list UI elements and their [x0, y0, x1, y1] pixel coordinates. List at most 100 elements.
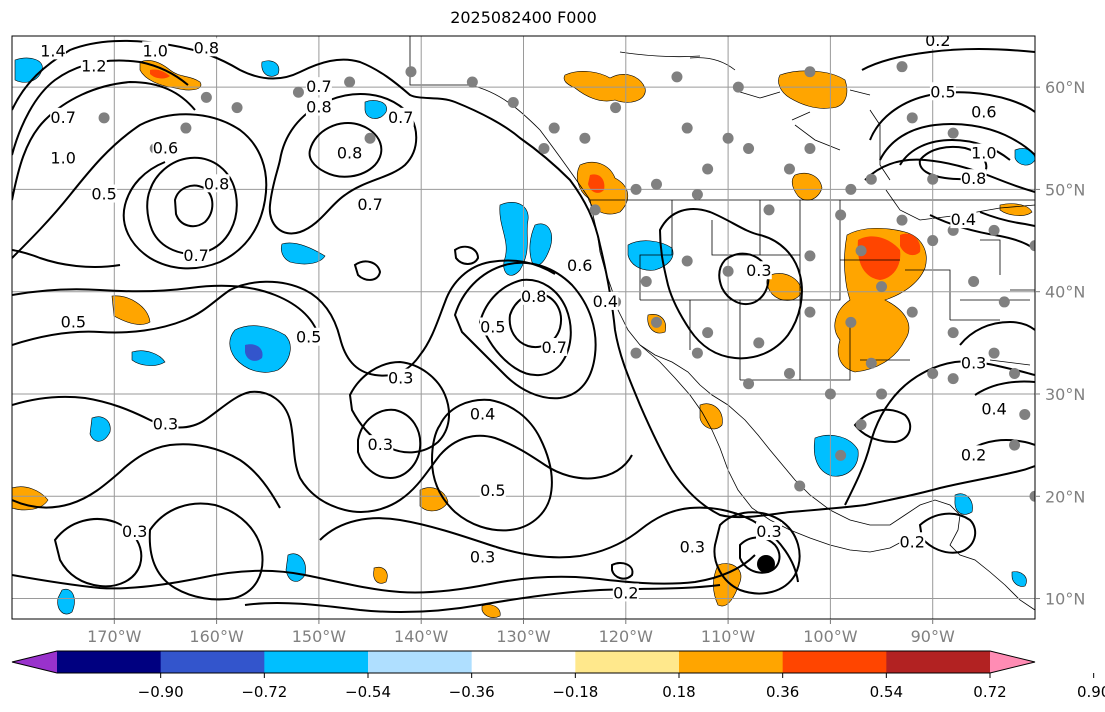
station-dot — [824, 388, 836, 400]
colorbar-outline — [11, 650, 1036, 674]
contour-label: 0.3 — [961, 353, 986, 372]
station-dot — [783, 368, 795, 380]
lon-tick-label: 100°W — [803, 627, 858, 646]
contour-label-bg — [479, 317, 506, 336]
contour-label: 0.3 — [122, 522, 147, 541]
contour-label: 0.8 — [521, 287, 546, 306]
lat-tick-label: 40°N — [1045, 283, 1085, 302]
contour-label-bg — [50, 148, 77, 167]
contour-label-bg — [541, 337, 568, 356]
lon-tick-label: 120°W — [599, 627, 654, 646]
station-dot — [804, 66, 816, 78]
station-dot — [548, 122, 560, 134]
contour-label: 0.5 — [480, 318, 505, 337]
contour-label-bg — [91, 184, 118, 203]
lon-tick-label: 170°W — [87, 627, 142, 646]
colorbar-segment — [886, 651, 991, 673]
contour-label: 0.5 — [91, 185, 116, 204]
station-dot — [876, 388, 888, 400]
station-dot — [835, 449, 847, 461]
station-dot — [865, 173, 877, 185]
station-dot — [579, 132, 591, 144]
station-dot — [681, 122, 693, 134]
lat-tick-label: 20°N — [1045, 487, 1085, 506]
colorbar-tick-label: 0.54 — [870, 683, 903, 701]
lat-tick-label: 50°N — [1045, 180, 1085, 199]
contour-label-bg — [387, 107, 414, 126]
contour-label-bg — [367, 435, 394, 454]
political-boundaries — [409, 36, 1035, 611]
colorbar-tick-label: −0.18 — [552, 683, 598, 701]
lat-tick-label: 60°N — [1045, 78, 1085, 97]
contour-label: 0.3 — [153, 415, 178, 434]
contour-label: 0.3 — [756, 522, 781, 541]
contour-label-bg — [357, 194, 384, 213]
colorbar-tick-label: 0.18 — [662, 683, 695, 701]
station-dot — [1009, 439, 1021, 451]
station-dot — [702, 327, 714, 339]
contour-label-bg — [745, 261, 772, 280]
contour-label: 1.2 — [81, 57, 106, 76]
latitude-labels: 60°N 50°N 40°N 30°N 20°N 10°N — [1035, 78, 1085, 609]
contour-label-bg — [679, 537, 706, 556]
contour-label-bg — [981, 399, 1008, 418]
contour-label-bg — [50, 107, 77, 126]
station-dot — [845, 316, 857, 328]
contour-label: 0.7 — [357, 195, 382, 214]
station-dot — [896, 214, 908, 226]
station-dot — [630, 347, 642, 359]
station-dot — [988, 224, 1000, 236]
contour-label: 0.6 — [153, 139, 178, 158]
station-dot — [722, 132, 734, 144]
contour-label-bg — [305, 97, 332, 116]
station-dot — [671, 71, 683, 83]
station-dot — [466, 76, 478, 88]
lat-tick-label: 10°N — [1045, 590, 1085, 609]
contour-label: 0.3 — [470, 548, 495, 567]
colorbar-segment — [57, 651, 162, 673]
contour-label-bg — [183, 245, 210, 264]
contour-label: 0.2 — [925, 31, 950, 50]
station-markers — [98, 61, 1035, 502]
station-dot — [763, 204, 775, 216]
contour-label-bg — [612, 583, 639, 602]
colorbar-extend-low — [12, 651, 57, 673]
colorbar-tick-label: 0.36 — [766, 683, 799, 701]
contour-label-bg — [970, 102, 997, 121]
station-dot — [947, 327, 959, 339]
lon-tick-label: 130°W — [496, 627, 551, 646]
contour-label-bg — [929, 82, 956, 101]
lon-tick-label: 110°W — [701, 627, 756, 646]
contour-label: 0.3 — [680, 537, 705, 556]
longitude-labels: 170°W 160°W 150°W 140°W 130°W 120°W 110°W 100°W… — [87, 619, 955, 646]
station-dot — [702, 163, 714, 175]
station-dot — [783, 163, 795, 175]
station-dot — [180, 122, 192, 134]
station-dot — [998, 296, 1010, 308]
contour-label-bg — [960, 169, 987, 188]
station-dot — [1029, 240, 1035, 252]
contour-label: 0.7 — [306, 77, 331, 96]
station-dot — [538, 143, 550, 155]
contour-label-bg — [520, 286, 547, 305]
station-dot — [906, 112, 918, 124]
contour-label-bg — [336, 143, 363, 162]
contour-label-bg — [121, 522, 148, 541]
contour-label: 1.0 — [50, 149, 75, 168]
station-dot — [968, 275, 980, 287]
contour-label: 0.3 — [368, 435, 393, 454]
station-dot — [1019, 408, 1031, 420]
station-dot — [732, 81, 744, 93]
contour-label: 1.4 — [40, 41, 65, 60]
contour-label: 1.0 — [971, 144, 996, 163]
station-dot — [681, 255, 693, 267]
contour-label: 0.3 — [388, 369, 413, 388]
station-dot — [405, 66, 417, 78]
station-dot — [640, 275, 652, 287]
station-dot — [231, 102, 243, 114]
contour-label-bg — [60, 312, 87, 331]
contour-label: 0.8 — [204, 174, 229, 193]
contour-label-bg — [39, 41, 66, 60]
contour-label-bg — [305, 77, 332, 96]
station-dot — [835, 209, 847, 221]
